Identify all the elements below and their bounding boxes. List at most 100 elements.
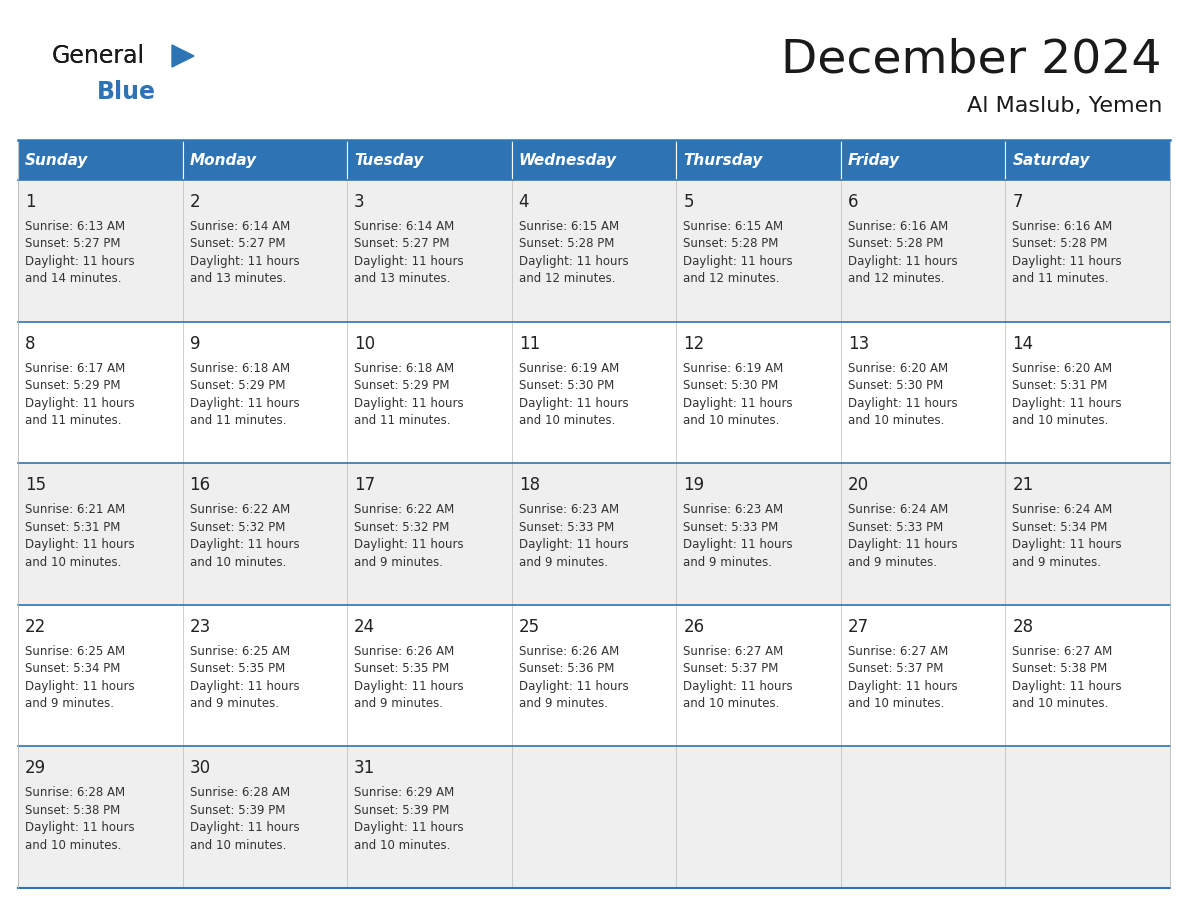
Text: Sunrise: 6:29 AM: Sunrise: 6:29 AM bbox=[354, 787, 454, 800]
Text: Daylight: 11 hours: Daylight: 11 hours bbox=[25, 680, 134, 693]
Text: Sunrise: 6:18 AM: Sunrise: 6:18 AM bbox=[354, 362, 454, 375]
Text: and 10 minutes.: and 10 minutes. bbox=[354, 839, 450, 852]
Text: 10: 10 bbox=[354, 334, 375, 353]
Text: Sunset: 5:28 PM: Sunset: 5:28 PM bbox=[1012, 238, 1107, 251]
Text: General: General bbox=[52, 44, 145, 68]
Text: Sunset: 5:29 PM: Sunset: 5:29 PM bbox=[354, 379, 449, 392]
Text: and 9 minutes.: and 9 minutes. bbox=[848, 555, 937, 568]
Text: Sunset: 5:27 PM: Sunset: 5:27 PM bbox=[354, 238, 449, 251]
Text: Daylight: 11 hours: Daylight: 11 hours bbox=[354, 822, 463, 834]
Bar bbox=[18, 140, 183, 180]
Text: Daylight: 11 hours: Daylight: 11 hours bbox=[1012, 538, 1121, 551]
Text: Sunset: 5:30 PM: Sunset: 5:30 PM bbox=[848, 379, 943, 392]
Text: Friday: Friday bbox=[848, 152, 901, 167]
Text: Daylight: 11 hours: Daylight: 11 hours bbox=[1012, 680, 1121, 693]
Text: Sunrise: 6:20 AM: Sunrise: 6:20 AM bbox=[1012, 362, 1112, 375]
Text: Daylight: 11 hours: Daylight: 11 hours bbox=[354, 255, 463, 268]
Text: Sunrise: 6:14 AM: Sunrise: 6:14 AM bbox=[354, 220, 454, 233]
Text: Sunrise: 6:23 AM: Sunrise: 6:23 AM bbox=[519, 503, 619, 516]
Text: Sunrise: 6:24 AM: Sunrise: 6:24 AM bbox=[1012, 503, 1113, 516]
Text: Sunset: 5:38 PM: Sunset: 5:38 PM bbox=[1012, 662, 1107, 676]
Text: Daylight: 11 hours: Daylight: 11 hours bbox=[519, 680, 628, 693]
Text: 1: 1 bbox=[25, 193, 36, 211]
Text: and 14 minutes.: and 14 minutes. bbox=[25, 273, 121, 285]
Text: Sunset: 5:37 PM: Sunset: 5:37 PM bbox=[848, 662, 943, 676]
Text: and 9 minutes.: and 9 minutes. bbox=[1012, 555, 1101, 568]
Text: Sunrise: 6:22 AM: Sunrise: 6:22 AM bbox=[190, 503, 290, 516]
Text: Sunset: 5:37 PM: Sunset: 5:37 PM bbox=[683, 662, 778, 676]
Text: Daylight: 11 hours: Daylight: 11 hours bbox=[190, 680, 299, 693]
Text: Sunset: 5:32 PM: Sunset: 5:32 PM bbox=[354, 521, 449, 533]
Text: Sunset: 5:30 PM: Sunset: 5:30 PM bbox=[683, 379, 778, 392]
Text: Sunrise: 6:14 AM: Sunrise: 6:14 AM bbox=[190, 220, 290, 233]
Bar bbox=[841, 140, 1005, 180]
Text: 8: 8 bbox=[25, 334, 36, 353]
Text: Sunset: 5:28 PM: Sunset: 5:28 PM bbox=[848, 238, 943, 251]
Text: and 9 minutes.: and 9 minutes. bbox=[354, 555, 443, 568]
Text: Sunrise: 6:28 AM: Sunrise: 6:28 AM bbox=[190, 787, 290, 800]
Text: and 9 minutes.: and 9 minutes. bbox=[683, 555, 772, 568]
Text: Sunrise: 6:19 AM: Sunrise: 6:19 AM bbox=[519, 362, 619, 375]
Text: 24: 24 bbox=[354, 618, 375, 636]
Bar bbox=[512, 140, 676, 180]
Text: 25: 25 bbox=[519, 618, 539, 636]
Text: and 9 minutes.: and 9 minutes. bbox=[190, 698, 278, 711]
Text: 7: 7 bbox=[1012, 193, 1023, 211]
Bar bbox=[1005, 140, 1170, 180]
Text: Blue: Blue bbox=[97, 80, 156, 104]
Text: Sunrise: 6:21 AM: Sunrise: 6:21 AM bbox=[25, 503, 125, 516]
Text: Daylight: 11 hours: Daylight: 11 hours bbox=[25, 397, 134, 409]
Text: 18: 18 bbox=[519, 476, 539, 494]
Bar bbox=[183, 140, 347, 180]
Text: 4: 4 bbox=[519, 193, 529, 211]
Text: and 10 minutes.: and 10 minutes. bbox=[519, 414, 615, 427]
Text: and 9 minutes.: and 9 minutes. bbox=[519, 555, 608, 568]
Text: Sunrise: 6:16 AM: Sunrise: 6:16 AM bbox=[848, 220, 948, 233]
Text: 11: 11 bbox=[519, 334, 541, 353]
Bar bbox=[18, 464, 1170, 605]
Text: Daylight: 11 hours: Daylight: 11 hours bbox=[190, 397, 299, 409]
Text: Sunrise: 6:17 AM: Sunrise: 6:17 AM bbox=[25, 362, 125, 375]
Text: 20: 20 bbox=[848, 476, 868, 494]
Text: Sunset: 5:38 PM: Sunset: 5:38 PM bbox=[25, 804, 120, 817]
Text: Sunrise: 6:25 AM: Sunrise: 6:25 AM bbox=[25, 644, 125, 658]
Text: Daylight: 11 hours: Daylight: 11 hours bbox=[683, 680, 792, 693]
Text: 29: 29 bbox=[25, 759, 46, 778]
Text: and 10 minutes.: and 10 minutes. bbox=[25, 839, 121, 852]
Text: Monday: Monday bbox=[190, 152, 257, 167]
Text: and 9 minutes.: and 9 minutes. bbox=[25, 698, 114, 711]
Text: 21: 21 bbox=[1012, 476, 1034, 494]
Text: 16: 16 bbox=[190, 476, 210, 494]
Text: and 10 minutes.: and 10 minutes. bbox=[25, 555, 121, 568]
Text: and 9 minutes.: and 9 minutes. bbox=[519, 698, 608, 711]
Text: and 10 minutes.: and 10 minutes. bbox=[190, 555, 286, 568]
Text: Tuesday: Tuesday bbox=[354, 152, 423, 167]
Text: Sunset: 5:27 PM: Sunset: 5:27 PM bbox=[25, 238, 120, 251]
Text: Sunday: Sunday bbox=[25, 152, 88, 167]
Bar bbox=[347, 140, 512, 180]
Text: and 12 minutes.: and 12 minutes. bbox=[519, 273, 615, 285]
Text: Sunset: 5:29 PM: Sunset: 5:29 PM bbox=[25, 379, 120, 392]
Text: Saturday: Saturday bbox=[1012, 152, 1089, 167]
Text: Sunset: 5:29 PM: Sunset: 5:29 PM bbox=[190, 379, 285, 392]
Text: Daylight: 11 hours: Daylight: 11 hours bbox=[354, 538, 463, 551]
Text: Sunset: 5:34 PM: Sunset: 5:34 PM bbox=[1012, 521, 1107, 533]
Text: Daylight: 11 hours: Daylight: 11 hours bbox=[354, 397, 463, 409]
Text: Daylight: 11 hours: Daylight: 11 hours bbox=[519, 255, 628, 268]
Text: Daylight: 11 hours: Daylight: 11 hours bbox=[25, 822, 134, 834]
Text: Daylight: 11 hours: Daylight: 11 hours bbox=[519, 397, 628, 409]
Text: and 9 minutes.: and 9 minutes. bbox=[354, 698, 443, 711]
Text: Sunrise: 6:25 AM: Sunrise: 6:25 AM bbox=[190, 644, 290, 658]
Text: 19: 19 bbox=[683, 476, 704, 494]
Text: Sunrise: 6:22 AM: Sunrise: 6:22 AM bbox=[354, 503, 454, 516]
Text: and 12 minutes.: and 12 minutes. bbox=[848, 273, 944, 285]
Text: Daylight: 11 hours: Daylight: 11 hours bbox=[683, 538, 792, 551]
Text: Sunrise: 6:27 AM: Sunrise: 6:27 AM bbox=[1012, 644, 1113, 658]
Text: Sunset: 5:33 PM: Sunset: 5:33 PM bbox=[683, 521, 778, 533]
Bar bbox=[676, 140, 841, 180]
Text: and 10 minutes.: and 10 minutes. bbox=[190, 839, 286, 852]
Bar bbox=[18, 605, 1170, 746]
Text: and 12 minutes.: and 12 minutes. bbox=[683, 273, 779, 285]
Text: Daylight: 11 hours: Daylight: 11 hours bbox=[190, 255, 299, 268]
Text: 27: 27 bbox=[848, 618, 868, 636]
